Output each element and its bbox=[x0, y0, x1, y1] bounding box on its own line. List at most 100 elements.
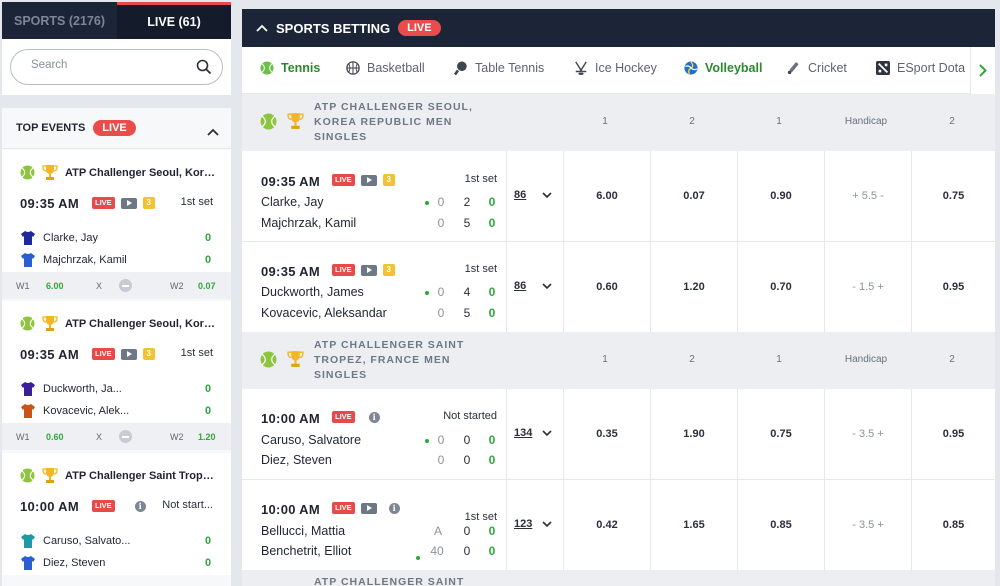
league-header[interactable]: ATP CHALLENGER SEOUL, KOREA REPUBLIC MEN… bbox=[242, 94, 995, 151]
odd-w2[interactable]: 0.07 bbox=[198, 281, 216, 291]
info-icon[interactable]: i bbox=[388, 502, 400, 514]
scroll-right-button[interactable] bbox=[970, 47, 995, 94]
match-row[interactable]: 10:00 AM LIVE i 1st set Bellucci, Mattia… bbox=[242, 480, 995, 570]
trophy-icon bbox=[42, 165, 58, 180]
league-header[interactable]: ATP CHALLENGER SAINT TROPEZ, FRANCE MEN … bbox=[242, 332, 995, 389]
search-input[interactable] bbox=[31, 59, 181, 71]
odd-cell[interactable]: 0.70 bbox=[737, 242, 824, 332]
league-header[interactable]: ATP CHALLENGER SAINT bbox=[242, 570, 995, 586]
info-icon[interactable]: i bbox=[134, 500, 146, 512]
odd-cell[interactable]: 0.07 bbox=[650, 151, 737, 241]
tab-basketball[interactable]: Basketball bbox=[346, 61, 425, 75]
volleyball-icon bbox=[684, 61, 698, 75]
tv-icon[interactable] bbox=[360, 174, 377, 186]
match-row[interactable]: 09:35 AM LIVE 3 1st set Duckworth, James… bbox=[242, 242, 995, 332]
league-name: ATP CHALLENGER SEOUL, KOREA REPUBLIC MEN… bbox=[314, 101, 473, 143]
player-1: Caruso, Salvatore bbox=[261, 433, 362, 447]
jersey-icon bbox=[21, 231, 35, 245]
w2-label: W2 bbox=[170, 281, 184, 291]
player-row: Clarke, Jay 0 bbox=[20, 230, 211, 246]
tv-icon[interactable] bbox=[120, 348, 137, 360]
tab-live[interactable]: LIVE (61) bbox=[117, 2, 231, 39]
tv-icon[interactable] bbox=[120, 197, 137, 209]
odd-cell[interactable]: 0.85 bbox=[911, 480, 995, 570]
info-icon[interactable]: i bbox=[368, 411, 380, 423]
left-tabs: SPORTS (2176) LIVE (61) bbox=[2, 2, 231, 39]
more-markets-link[interactable]: 123 bbox=[514, 518, 533, 530]
sets-won: 0 bbox=[488, 306, 496, 320]
more-markets-link[interactable]: 86 bbox=[514, 189, 527, 201]
count-badge: 3 bbox=[142, 197, 155, 209]
match-time: 09:35 AM bbox=[261, 174, 320, 189]
event-card[interactable]: ATP Challenger Seoul, Korea... 09:35 AM … bbox=[2, 301, 231, 423]
odd-cell[interactable]: 0.60 bbox=[563, 242, 650, 332]
live-badge: LIVE bbox=[93, 120, 136, 136]
tv-icon[interactable] bbox=[360, 502, 377, 514]
w1-label: W1 bbox=[16, 432, 30, 442]
more-markets-link[interactable]: 134 bbox=[514, 427, 533, 439]
player-score: 0 bbox=[205, 383, 212, 395]
tab-sports[interactable]: SPORTS (2176) bbox=[14, 13, 106, 28]
tennis-ball-icon bbox=[20, 468, 35, 483]
odd-cell[interactable]: 1.65 bbox=[650, 480, 737, 570]
search-icon[interactable] bbox=[196, 59, 212, 80]
chevron-down-icon[interactable] bbox=[542, 283, 552, 290]
more-markets-link[interactable]: 86 bbox=[514, 280, 527, 292]
handicap-value: - 3.5 + bbox=[824, 389, 911, 479]
x-label: X bbox=[96, 281, 103, 291]
odd-cell[interactable]: 1.20 bbox=[650, 242, 737, 332]
col-header-handicap: Handicap bbox=[844, 116, 888, 127]
player-row: Kovacevic, Alek... 0 bbox=[20, 403, 211, 419]
match-row[interactable]: 09:35 AM LIVE 3 1st set Clarke, Jay Majc… bbox=[242, 151, 995, 241]
w1-label: W1 bbox=[16, 281, 30, 291]
tab-table-tennis[interactable]: Table Tennis bbox=[454, 61, 544, 75]
event-league: ATP Challenger Seoul, Korea... bbox=[65, 317, 217, 330]
odd-cell[interactable]: 0.90 bbox=[737, 151, 824, 241]
match-row[interactable]: 10:00 AM LIVE i Not started Caruso, Salv… bbox=[242, 389, 995, 479]
tab-volleyball[interactable]: Volleyball bbox=[684, 61, 762, 75]
sets-won: 0 bbox=[488, 453, 496, 467]
odd-cell[interactable]: 0.95 bbox=[911, 389, 995, 479]
chevron-up-icon[interactable] bbox=[256, 24, 268, 32]
x-label: X bbox=[96, 432, 103, 442]
odd-cell[interactable]: 0.42 bbox=[563, 480, 650, 570]
tab-tennis[interactable]: Tennis bbox=[260, 61, 320, 75]
top-events-header[interactable]: TOP EVENTS LIVE bbox=[2, 108, 231, 149]
trophy-icon bbox=[287, 113, 304, 129]
odd-cell[interactable]: 1.90 bbox=[650, 389, 737, 479]
tab-cricket[interactable]: Cricket bbox=[787, 61, 847, 75]
odd-w2[interactable]: 1.20 bbox=[198, 432, 216, 442]
odd-cell[interactable]: 0.95 bbox=[911, 242, 995, 332]
player-name: Caruso, Salvato... bbox=[43, 535, 131, 547]
odd-cell[interactable]: 0.35 bbox=[563, 389, 650, 479]
chevron-down-icon[interactable] bbox=[542, 521, 552, 528]
odd-w1[interactable]: 6.00 bbox=[46, 281, 64, 291]
chevron-up-icon[interactable] bbox=[207, 123, 219, 141]
search-field bbox=[10, 49, 223, 85]
set-score: 2 bbox=[463, 195, 471, 209]
event-status: 1st set bbox=[180, 347, 213, 359]
chevron-down-icon[interactable] bbox=[542, 430, 552, 437]
chevron-down-icon[interactable] bbox=[542, 192, 552, 199]
event-card[interactable]: ATP Challenger Saint Tropez... 10:00 AM … bbox=[2, 453, 231, 575]
search-box bbox=[2, 39, 231, 95]
odd-cell[interactable]: 0.75 bbox=[911, 151, 995, 241]
event-card[interactable]: ATP Challenger Seoul, Korea... 09:35 AM … bbox=[2, 150, 231, 272]
tv-icon[interactable] bbox=[360, 264, 377, 276]
odd-cell[interactable]: 0.75 bbox=[737, 389, 824, 479]
live-badge: LIVE bbox=[398, 20, 441, 36]
odd-cell[interactable]: 0.85 bbox=[737, 480, 824, 570]
sports-betting-header[interactable]: SPORTS BETTING LIVE bbox=[242, 9, 995, 47]
odds-row: W1 0.60 X W2 1.20 bbox=[2, 423, 231, 450]
w2-label: W2 bbox=[170, 432, 184, 442]
match-time: 09:35 AM bbox=[261, 264, 320, 279]
odd-w1[interactable]: 0.60 bbox=[46, 432, 64, 442]
player-row: Duckworth, Ja... 0 bbox=[20, 381, 211, 397]
tab-esport-dota[interactable]: ESport Dota bbox=[876, 61, 965, 75]
event-time: 10:00 AM bbox=[20, 499, 79, 514]
serve-indicator bbox=[425, 201, 429, 205]
odd-cell[interactable]: 6.00 bbox=[563, 151, 650, 241]
handicap-value: - 3.5 + bbox=[824, 480, 911, 570]
sets-won: 0 bbox=[488, 524, 496, 538]
tab-ice-hockey[interactable]: Ice Hockey bbox=[574, 61, 657, 75]
